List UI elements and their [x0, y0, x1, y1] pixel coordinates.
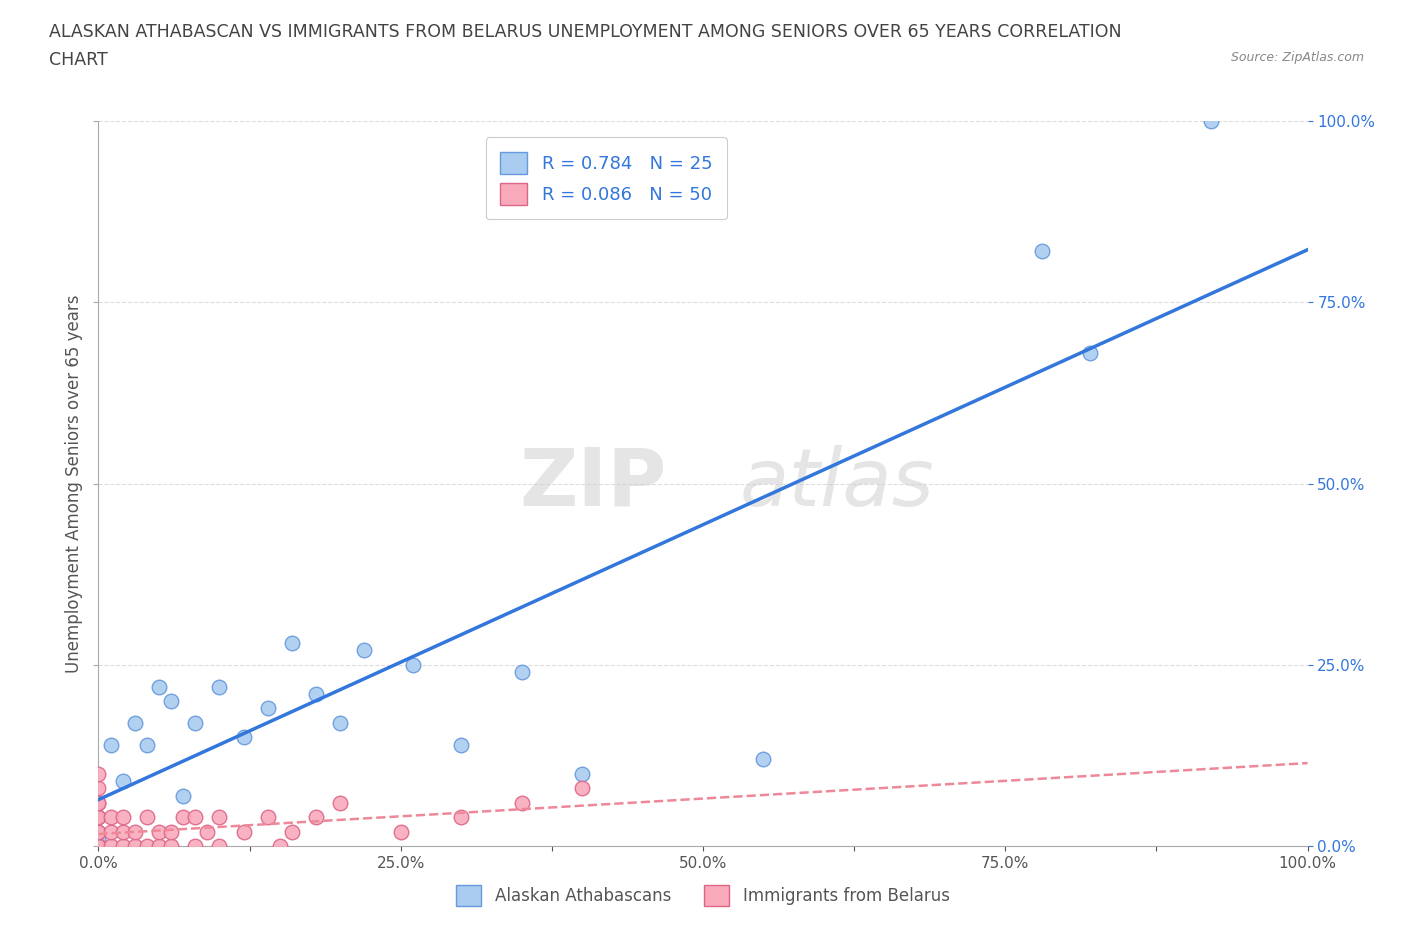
- Point: [160, 694, 183, 709]
- Point: [87, 839, 110, 854]
- Point: [450, 810, 472, 825]
- Legend: R = 0.784   N = 25, R = 0.086   N = 50: R = 0.784 N = 25, R = 0.086 N = 50: [485, 138, 727, 219]
- Point: [184, 839, 207, 854]
- Point: [232, 824, 254, 839]
- Point: [752, 751, 775, 766]
- Point: [148, 839, 170, 854]
- Point: [281, 824, 304, 839]
- Point: [87, 839, 110, 854]
- Point: [87, 795, 110, 810]
- Legend: Alaskan Athabascans, Immigrants from Belarus: Alaskan Athabascans, Immigrants from Bel…: [450, 879, 956, 912]
- Point: [87, 824, 110, 839]
- Point: [232, 730, 254, 745]
- Point: [87, 839, 110, 854]
- Point: [184, 715, 207, 730]
- Point: [195, 824, 218, 839]
- Point: [87, 839, 110, 854]
- Point: [184, 810, 207, 825]
- Point: [111, 824, 134, 839]
- Point: [1031, 244, 1053, 259]
- Point: [111, 839, 134, 854]
- Point: [329, 715, 352, 730]
- Point: [208, 839, 231, 854]
- Point: [124, 839, 146, 854]
- Point: [111, 774, 134, 789]
- Point: [172, 788, 194, 803]
- Point: [148, 824, 170, 839]
- Point: [124, 715, 146, 730]
- Point: [87, 810, 110, 825]
- Point: [87, 839, 110, 854]
- Point: [281, 636, 304, 651]
- Point: [329, 795, 352, 810]
- Point: [256, 810, 278, 825]
- Point: [87, 839, 110, 854]
- Point: [269, 839, 291, 854]
- Point: [305, 810, 328, 825]
- Point: [87, 781, 110, 796]
- Point: [87, 839, 110, 854]
- Point: [100, 810, 122, 825]
- Point: [160, 824, 183, 839]
- Point: [1199, 113, 1222, 128]
- Point: [135, 737, 157, 752]
- Point: [256, 701, 278, 716]
- Point: [87, 824, 110, 839]
- Point: [208, 679, 231, 694]
- Point: [353, 643, 375, 658]
- Point: [160, 839, 183, 854]
- Point: [148, 679, 170, 694]
- Text: Source: ZipAtlas.com: Source: ZipAtlas.com: [1230, 51, 1364, 64]
- Point: [510, 665, 533, 680]
- Point: [87, 839, 110, 854]
- Point: [100, 839, 122, 854]
- Point: [571, 781, 593, 796]
- Point: [100, 737, 122, 752]
- Point: [450, 737, 472, 752]
- Point: [510, 795, 533, 810]
- Point: [87, 839, 110, 854]
- Point: [571, 766, 593, 781]
- Point: [87, 766, 110, 781]
- Point: [87, 795, 110, 810]
- Point: [389, 824, 412, 839]
- Point: [402, 658, 425, 672]
- Point: [208, 810, 231, 825]
- Point: [305, 686, 328, 701]
- Point: [172, 810, 194, 825]
- Point: [87, 839, 110, 854]
- Point: [87, 839, 110, 854]
- Point: [124, 824, 146, 839]
- Y-axis label: Unemployment Among Seniors over 65 years: Unemployment Among Seniors over 65 years: [65, 295, 83, 672]
- Point: [100, 824, 122, 839]
- Text: ALASKAN ATHABASCAN VS IMMIGRANTS FROM BELARUS UNEMPLOYMENT AMONG SENIORS OVER 65: ALASKAN ATHABASCAN VS IMMIGRANTS FROM BE…: [49, 23, 1122, 41]
- Point: [135, 839, 157, 854]
- Text: atlas: atlas: [740, 445, 934, 523]
- Point: [135, 810, 157, 825]
- Text: CHART: CHART: [49, 51, 108, 69]
- Point: [1078, 346, 1101, 361]
- Point: [87, 839, 110, 854]
- Point: [111, 810, 134, 825]
- Text: ZIP: ZIP: [519, 445, 666, 523]
- Point: [87, 839, 110, 854]
- Point: [87, 831, 110, 846]
- Point: [87, 810, 110, 825]
